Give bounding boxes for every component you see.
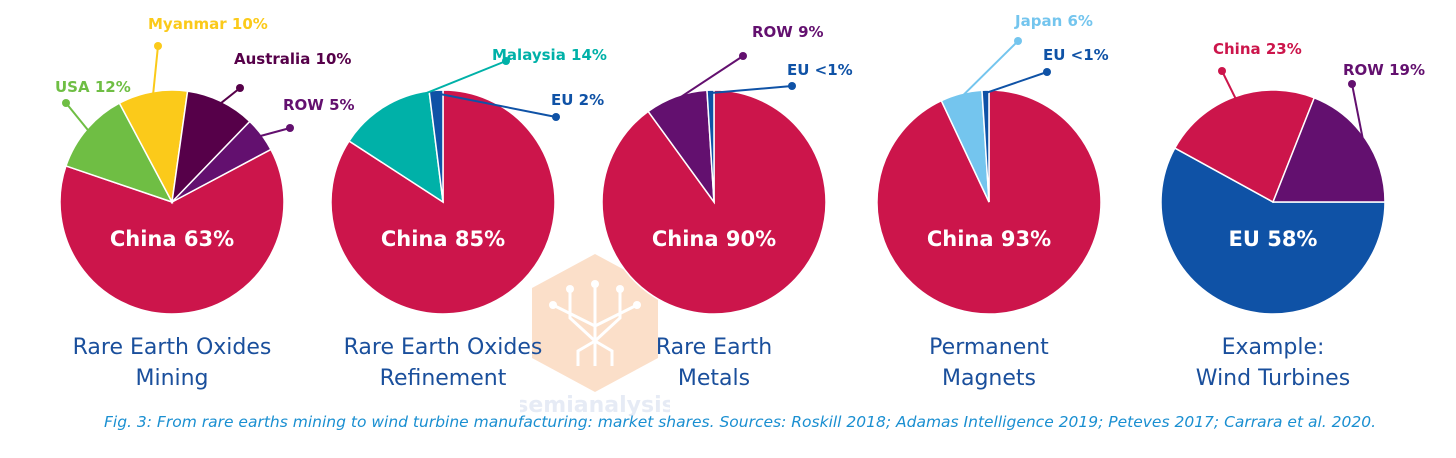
leader-line bbox=[258, 127, 291, 138]
chart-title: Example: bbox=[1222, 335, 1325, 360]
pie-chart-1: China 63% USA 12% Myanmar 10% Australia 10%… bbox=[55, 15, 355, 391]
chart-title: Rare Earth Oxides bbox=[344, 335, 543, 360]
chart-title: Mining bbox=[135, 366, 208, 391]
pie-slice bbox=[347, 90, 444, 204]
semianalysis-watermark: semianalysis bbox=[520, 246, 670, 416]
slice-label: EU 58% bbox=[1229, 227, 1318, 251]
pie-slice bbox=[59, 148, 285, 315]
watermark-text: semianalysis bbox=[520, 393, 670, 416]
slice-label: ROW 5% bbox=[283, 96, 355, 114]
leader-line bbox=[710, 85, 793, 95]
pie-chart-2: China 85% Malaysia 14% EU 2% Rare Earth Oxi… bbox=[330, 46, 607, 391]
pie-slice bbox=[171, 120, 272, 203]
slice-label: USA 12% bbox=[55, 78, 131, 96]
leader-dot bbox=[502, 57, 510, 65]
leader-line bbox=[436, 92, 557, 118]
chart-title: Rare Earth Oxides bbox=[73, 335, 272, 360]
leader-line bbox=[219, 87, 241, 105]
leader-dot bbox=[552, 113, 560, 121]
leader-dot bbox=[62, 99, 70, 107]
pie-chart-5: EU 58% China 23% ROW 19% Example: Wind Turbi… bbox=[1160, 40, 1425, 391]
slice-label: Japan 6% bbox=[1014, 12, 1093, 30]
slice-label: EU <1% bbox=[787, 61, 853, 79]
pie-slice bbox=[1160, 147, 1386, 315]
leader-dot bbox=[1043, 68, 1051, 76]
slice-label: China 85% bbox=[381, 227, 505, 251]
slice-label: Myanmar 10% bbox=[148, 15, 268, 33]
slice-label: Australia 10% bbox=[234, 50, 351, 68]
leader-dot bbox=[1348, 80, 1356, 88]
leader-line bbox=[676, 55, 744, 101]
pie-chart-3: China 90% ROW 9% EU <1% Rare Earth Metals bbox=[601, 23, 853, 391]
figure-caption: Fig. 3: From rare earths mining to wind … bbox=[104, 413, 1376, 431]
leader-dot bbox=[1218, 67, 1226, 75]
slice-label: China 93% bbox=[927, 227, 1051, 251]
chart-title: Metals bbox=[678, 366, 750, 391]
pie-slice bbox=[1271, 96, 1386, 203]
leader-dot bbox=[236, 84, 244, 92]
leader-line bbox=[1351, 83, 1365, 141]
semianalysis-logo-icon: semianalysis bbox=[520, 254, 670, 416]
pie-chart-4: China 93% Japan 6% EU <1% Permanent Magnets bbox=[876, 12, 1109, 391]
chart-title: Wind Turbines bbox=[1196, 366, 1350, 391]
leader-line bbox=[152, 45, 159, 95]
slice-label: Malaysia 14% bbox=[492, 46, 607, 64]
slice-label: ROW 19% bbox=[1343, 61, 1425, 79]
chart-title: Refinement bbox=[380, 366, 507, 391]
slice-label: China 63% bbox=[110, 227, 234, 251]
leader-line bbox=[65, 102, 90, 132]
slice-label: EU <1% bbox=[1043, 46, 1109, 64]
slice-label: EU 2% bbox=[551, 91, 604, 109]
leader-dot bbox=[739, 52, 747, 60]
leader-dot bbox=[286, 124, 294, 132]
pie-slice bbox=[981, 89, 990, 203]
leader-dot bbox=[788, 82, 796, 90]
slice-label: China 90% bbox=[652, 227, 776, 251]
chart-title: Rare Earth bbox=[656, 335, 772, 360]
chart-title: Magnets bbox=[942, 366, 1036, 391]
pie-slice bbox=[706, 89, 715, 203]
leader-line bbox=[384, 60, 507, 111]
slice-label: China 23% bbox=[1213, 40, 1302, 58]
slice-label: ROW 9% bbox=[752, 23, 824, 41]
leader-dot bbox=[1014, 37, 1022, 45]
leader-line bbox=[1221, 70, 1237, 100]
leader-line bbox=[961, 40, 1019, 98]
leader-line bbox=[985, 71, 1048, 94]
leader-dot bbox=[154, 42, 162, 50]
chart-title: Permanent bbox=[929, 335, 1049, 360]
